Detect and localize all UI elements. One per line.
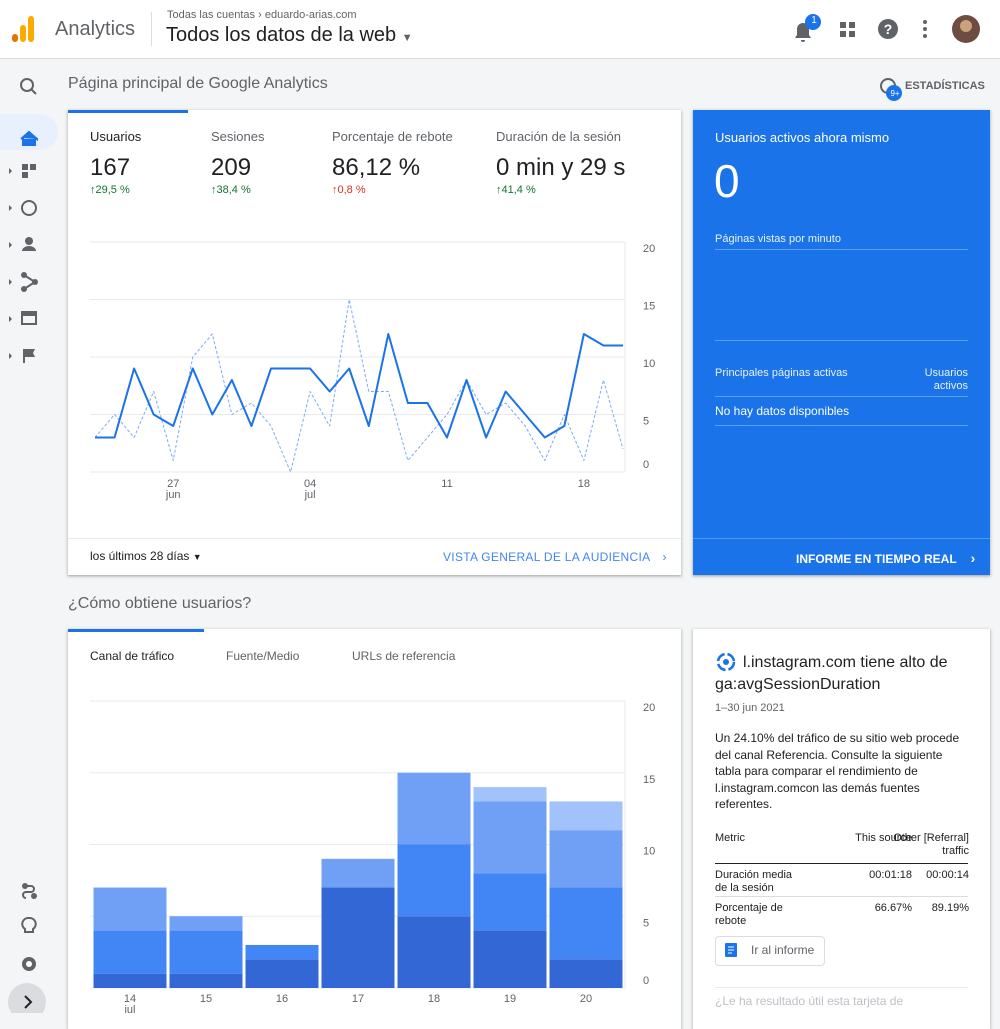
divider [715,396,968,397]
section-title: Página principal de Google Analytics [68,75,328,92]
insight-card [693,629,990,1029]
divider [715,987,968,988]
metric-change: ↑0,8 % [332,184,366,196]
table-header: This source [855,832,912,844]
section-title: ¿Cómo obtiene usuarios? [68,595,252,612]
insights-icon[interactable] [878,76,906,102]
tab[interactable]: Canal de tráfico [90,649,175,663]
more-icon[interactable] [923,20,927,38]
insight-date: 1–30 jun 2021 [715,702,785,714]
insight-title: l.instagram.com tiene alto de ga:avgSess… [715,654,948,693]
change-text: 38,4 % [216,184,251,196]
svg-text:?: ? [884,21,893,37]
table-cell: 66.67% [874,902,912,914]
table-rule [715,863,968,864]
tab-indicator [68,110,188,113]
table-header: Other [Referral] traffic [893,832,969,857]
insight-body: Un 24.10% del tráfico de su sitio web pr… [715,731,960,811]
view-name: Todos los datos de la web [166,24,397,46]
divider [151,12,152,46]
active-users-label: Usuarios activos [924,367,968,392]
report-icon [725,943,737,957]
realtime-title: Usuarios activos ahora mismo [715,130,890,145]
table-cell: Duración media de la sesión [715,869,793,894]
apps-icon[interactable] [840,22,855,37]
audience-link[interactable]: VISTA GENERAL DE LA AUDIENCIA › [443,550,667,564]
metric-change: ↑41,4 % [496,184,536,196]
insights-button[interactable]: ESTADÍSTICAS [905,80,985,92]
divider [68,538,681,539]
notifications-icon[interactable] [795,23,811,42]
link-text: INFORME EN TIEMPO REAL [796,552,957,566]
sparkline-baseline [715,340,968,341]
tab-indicator [68,629,204,632]
table-cell: 89.19% [931,902,969,914]
metric-value: 86,12 % [332,154,421,181]
table-cell: Porcentaje de rebote [715,902,783,927]
table-cell: 00:01:18 [869,869,912,881]
header-icons: ? [795,14,980,43]
nav [8,78,46,1013]
view-selector[interactable]: Todos los datos de la web ▼ [166,24,413,46]
button-label: Ir al informe [751,943,815,957]
metric-change: ↑29,5 % [90,184,130,196]
change-text: 29,5 % [95,184,130,196]
metric-label[interactable]: Duración de la sesión [496,129,622,144]
insights-badge: 9+ [890,89,900,98]
logo[interactable] [10,14,38,44]
realtime-value: 0 [714,155,740,207]
realtime-card [693,110,990,575]
metric-label[interactable]: Usuarios [90,129,142,144]
divider [693,538,990,539]
table-header: Metric [715,832,745,844]
table-rule [715,896,968,897]
metric-label[interactable]: Porcentaje de rebote [332,129,453,144]
change-text: 41,4 % [501,184,536,196]
tab[interactable]: URLs de referencia [352,649,456,663]
realtime-link[interactable]: INFORME EN TIEMPO REAL › [796,550,976,566]
header [0,0,1000,59]
pageviews-label: Páginas vistas por minuto [715,233,841,245]
insight-icon [716,652,736,672]
divider [715,249,968,250]
change-text: 0,8 % [337,184,366,196]
range-text: los últimos 28 días [90,549,190,563]
report-button[interactable] [715,936,825,966]
tab[interactable]: Fuente/Medio [226,649,300,663]
breadcrumb-account: eduardo-arias.com [264,9,357,21]
feedback: ¿Le ha resultado útil esta tarjeta de [715,994,904,1008]
metric-value: 0 min y 29 s [496,154,626,181]
date-range[interactable]: los últimos 28 días ▼ [90,549,202,563]
help-icon[interactable] [878,19,898,39]
breadcrumb[interactable]: Todas las cuentas › eduardo-arias.com [167,9,357,21]
breadcrumb-root: Todas las cuentas [167,9,256,21]
metric-value: 167 [90,154,131,181]
metric-label[interactable]: Sesiones [211,129,265,144]
badge [805,14,821,30]
top-pages-label: Principales páginas activas [715,367,848,379]
badge-count: 1 [811,15,817,26]
acquisition-card [68,629,681,1029]
link-text: VISTA GENERAL DE LA AUDIENCIA [443,550,651,564]
metric-change: ↑38,4 % [211,184,251,196]
product-name: Analytics [55,18,136,40]
divider [715,425,968,426]
metric-value: 209 [211,154,252,181]
table-cell: 00:00:14 [926,869,969,881]
no-data: No hay datos disponibles [715,404,850,418]
